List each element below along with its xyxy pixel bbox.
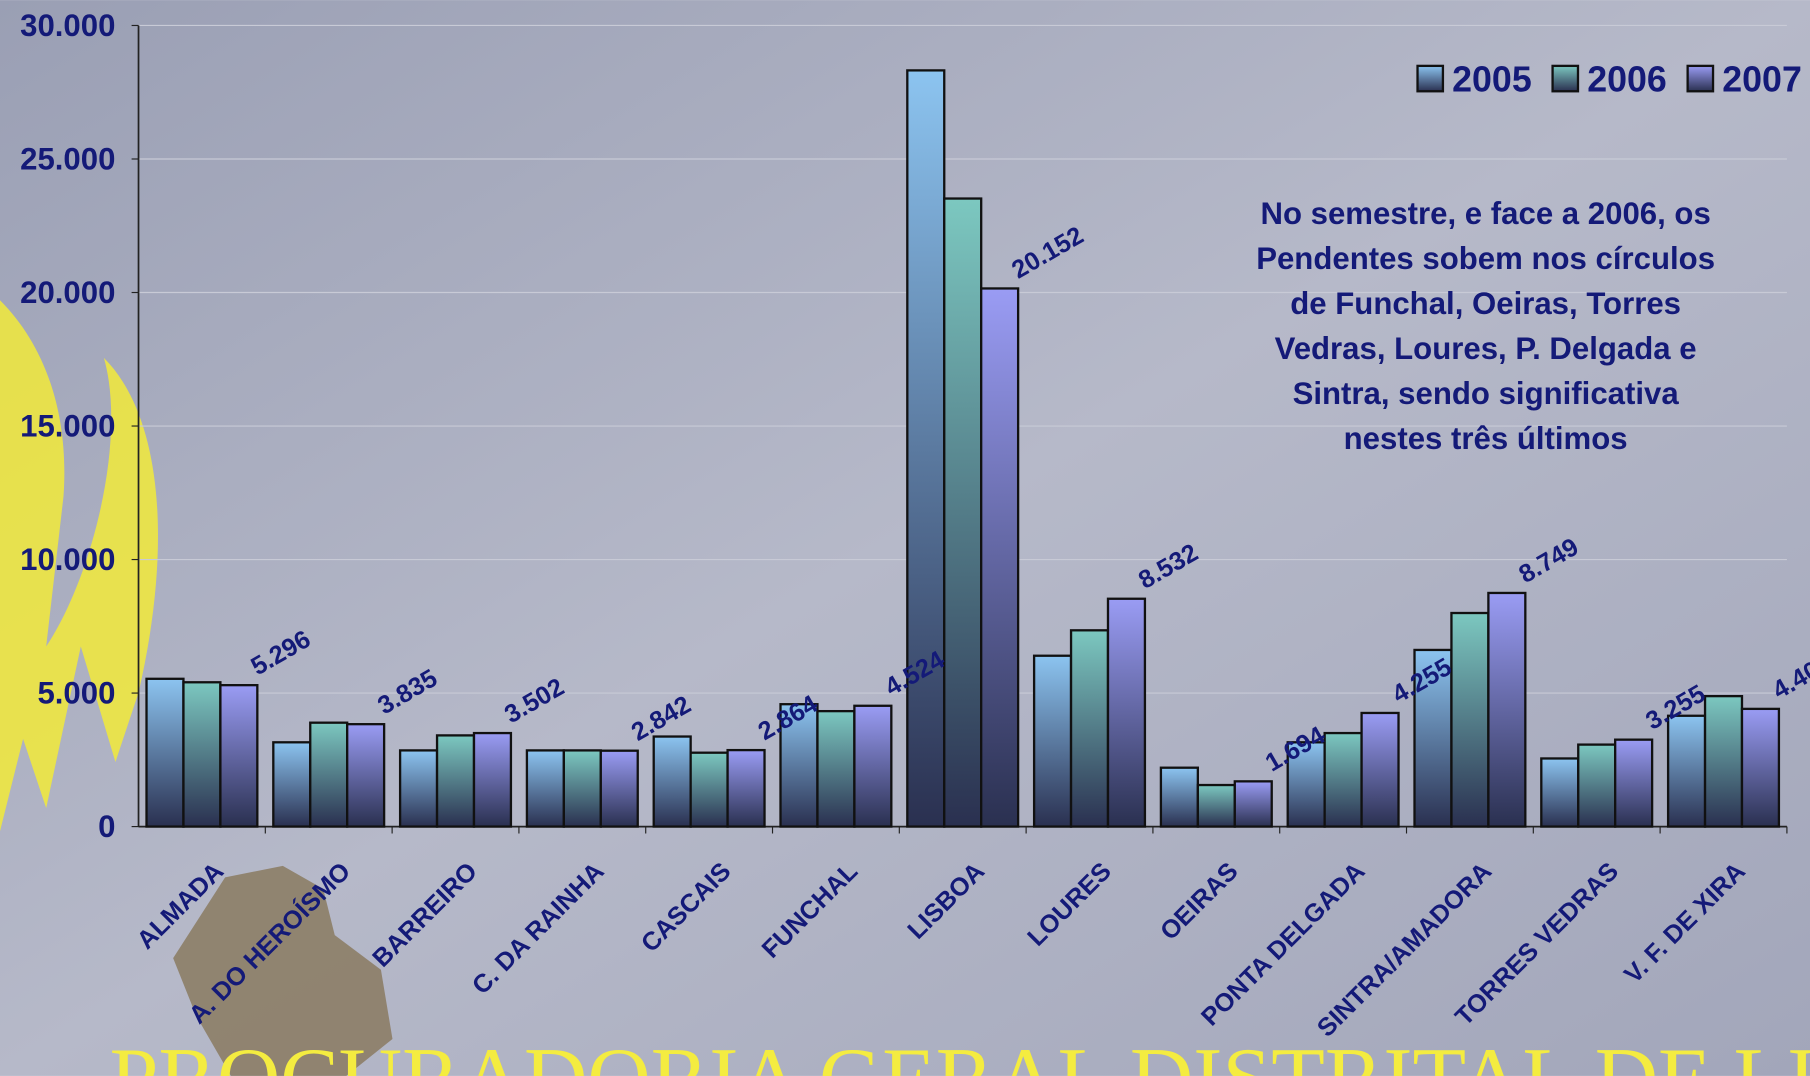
- annotation-line: de Funchal, Oeiras, Torres: [1290, 286, 1681, 321]
- bar: [652, 735, 692, 828]
- bar: [309, 721, 349, 828]
- bar: [1032, 654, 1073, 828]
- bar: [906, 69, 946, 828]
- bar: [853, 704, 893, 828]
- bar: [1577, 743, 1617, 828]
- legend-label: 2006: [1587, 59, 1667, 99]
- legend-label: 2007: [1722, 59, 1802, 99]
- bar: [1069, 629, 1110, 828]
- bar: [689, 751, 729, 828]
- bar: [943, 197, 983, 828]
- annotation-line: Pendentes sobem nos círculos: [1256, 241, 1715, 276]
- legend-swatch: [1551, 64, 1580, 93]
- bar: [1106, 597, 1147, 828]
- logo-shape: [0, 300, 158, 832]
- legend-label: 2005: [1452, 59, 1532, 99]
- y-tick-label: 30.000: [20, 8, 115, 43]
- y-tick-label: 25.000: [20, 141, 115, 176]
- bar: [472, 731, 513, 828]
- bar: [182, 681, 222, 828]
- bar: [1540, 757, 1580, 828]
- bar: [1666, 714, 1707, 828]
- bar: [525, 749, 566, 828]
- footer: PROCURADORIA GERAL DISTRITAL DE LISBOA: [110, 1030, 1810, 1076]
- annotation: No semestre, e face a 2006, os Pendentes …: [1256, 196, 1715, 456]
- map-shape: [173, 865, 393, 1076]
- y-tick-label: 20.000: [20, 275, 115, 310]
- bar: [980, 287, 1020, 828]
- bar: [1233, 780, 1273, 828]
- bar: [1740, 707, 1781, 828]
- bar: [562, 749, 602, 828]
- y-tick-label: 10.000: [20, 542, 115, 577]
- bar: [1360, 711, 1400, 828]
- bar: [1196, 783, 1236, 828]
- bar: [1323, 731, 1363, 828]
- bar: [435, 734, 476, 828]
- bar: [816, 709, 856, 828]
- annotation-line: Vedras, Loures, P. Delgada e: [1275, 331, 1697, 366]
- bar: [1159, 766, 1200, 828]
- bar: [1703, 694, 1744, 828]
- annotation-line: No semestre, e face a 2006, os: [1260, 196, 1710, 231]
- bar: [1286, 741, 1326, 828]
- annotation-line: Sintra, sendo significativa: [1293, 376, 1680, 411]
- y-tick-label: 0: [98, 809, 115, 844]
- bar: [1487, 591, 1527, 828]
- bar: [726, 748, 766, 828]
- bar: [219, 684, 259, 828]
- y-tick-label: 15.000: [20, 408, 115, 443]
- bar: [779, 703, 819, 828]
- legend-swatch: [1686, 64, 1715, 93]
- bar: [346, 723, 386, 828]
- bar: [1450, 611, 1490, 828]
- bar: [145, 677, 185, 828]
- bar: [272, 741, 312, 828]
- y-tick-label: 5.000: [37, 675, 115, 710]
- bar: [1614, 738, 1654, 828]
- annotation-line: nestes três últimos: [1344, 421, 1628, 456]
- bar: [398, 749, 439, 828]
- bar: [599, 749, 639, 828]
- legend-swatch: [1416, 64, 1445, 93]
